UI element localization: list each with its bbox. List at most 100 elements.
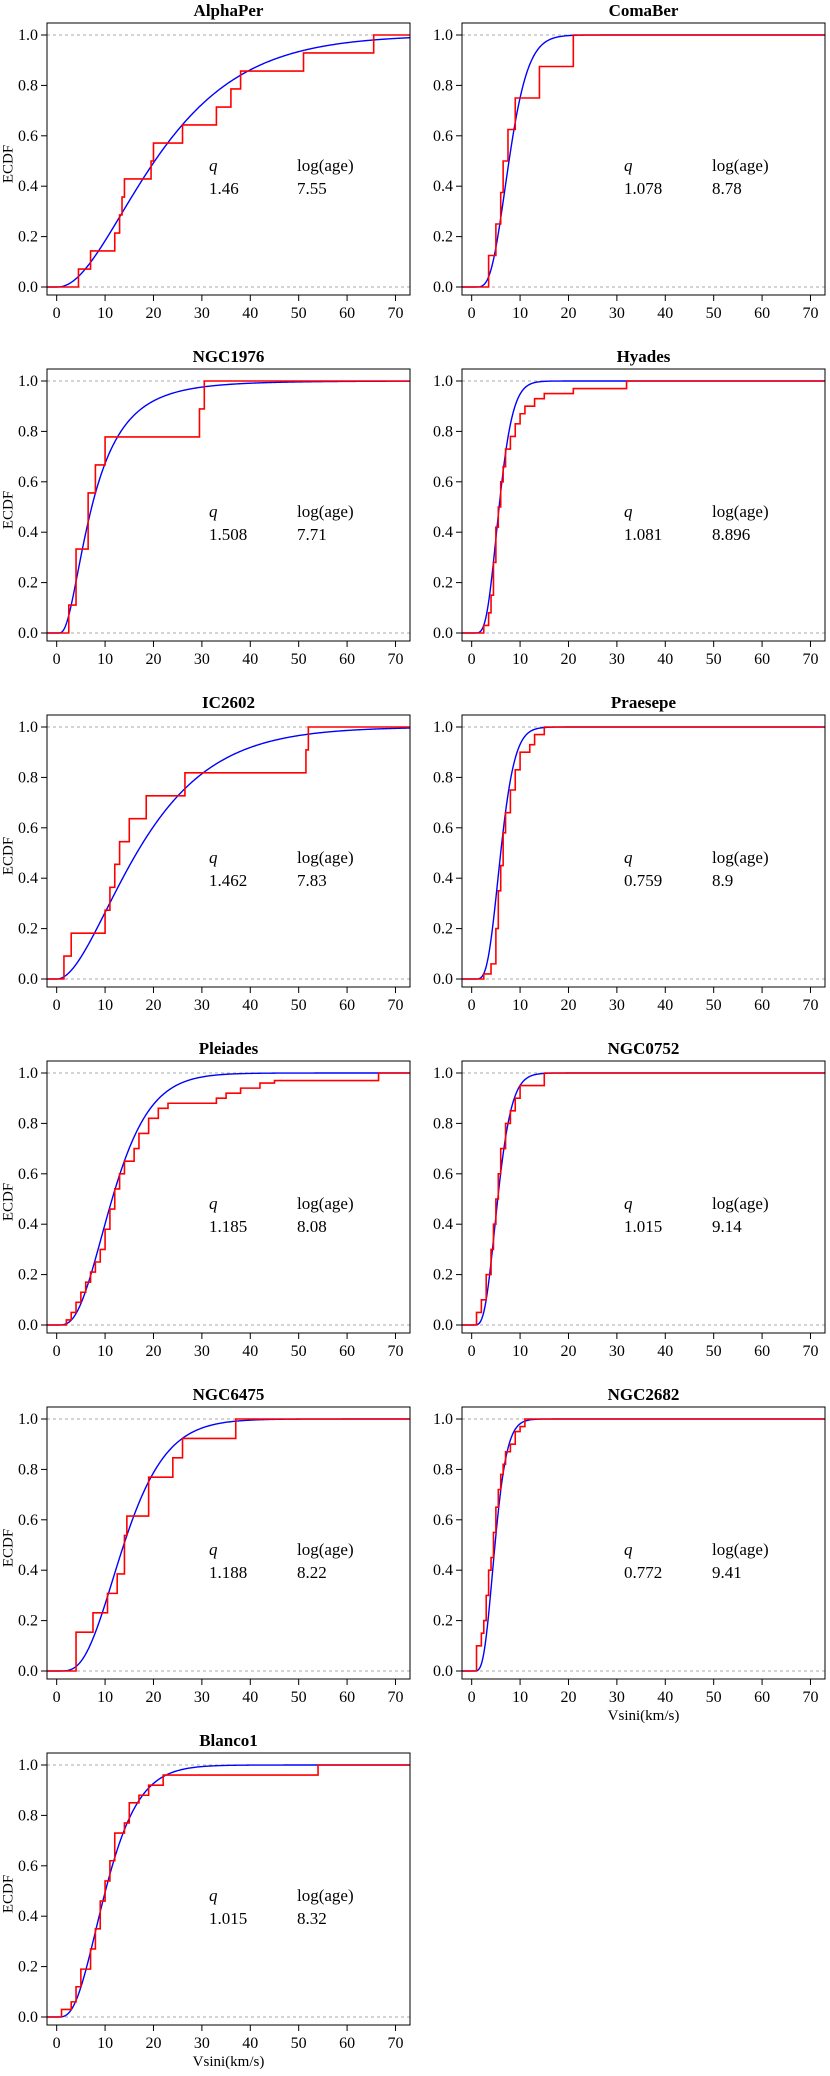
x-tick-label: 40	[242, 997, 258, 1014]
y-axis-label: ECDF	[0, 1529, 16, 1567]
y-tick-label: 0.6	[18, 1166, 38, 1183]
fit-curve	[462, 1072, 825, 1326]
y-axis-label: ECDF	[0, 837, 16, 875]
q-label: q	[209, 1886, 218, 1905]
panel-ngc2682: NGC2682 0 10 20 30 40 50 60 70 0.0 0.2 0.4 0.6 0.8 1.0…	[433, 1385, 826, 1724]
x-tick-label: 50	[706, 1343, 722, 1360]
q-value: 0.759	[624, 871, 662, 890]
log-age-value: 9.41	[712, 1563, 742, 1582]
y-tick-label: 0.4	[18, 1908, 38, 1925]
x-tick-label: 70	[387, 2035, 403, 2052]
y-axis-label: ECDF	[0, 1183, 16, 1221]
x-tick-label: 20	[560, 997, 576, 1014]
panel-ngc6475: NGC6475 0 10 20 30 40 50 60 70 0.0 0.2 0.4 0.6 0.8 1.0…	[0, 1385, 411, 1706]
y-tick-label: 0.8	[433, 423, 453, 440]
panel-title: Pleiades	[199, 1039, 259, 1058]
x-tick-label: 50	[706, 997, 722, 1014]
y-tick-label: 0.4	[433, 870, 453, 887]
x-tick-label: 30	[194, 1343, 210, 1360]
y-tick-label: 0.2	[18, 1267, 38, 1284]
y-tick-label: 1.0	[18, 373, 38, 390]
panel-ngc0752: NGC0752 0 10 20 30 40 50 60 70 0.0 0.2 0.4 0.6 0.8 1.0…	[433, 1039, 826, 1360]
y-tick-label: 0.8	[433, 769, 453, 786]
x-tick-label: 0	[468, 651, 476, 668]
log-age-label: log(age)	[297, 848, 354, 867]
x-tick-label: 10	[512, 997, 528, 1014]
y-tick-label: 0.0	[18, 279, 38, 296]
x-tick-label: 20	[145, 651, 161, 668]
x-tick-label: 30	[194, 1689, 210, 1706]
y-tick-label: 0.2	[18, 921, 38, 938]
x-tick-label: 10	[512, 305, 528, 322]
log-age-value: 8.08	[297, 1217, 327, 1236]
x-tick-label: 70	[387, 1689, 403, 1706]
x-tick-label: 50	[291, 651, 307, 668]
y-tick-label: 1.0	[433, 1411, 453, 1428]
y-tick-label: 0.2	[433, 229, 453, 246]
y-tick-label: 0.4	[18, 524, 38, 541]
x-tick-label: 50	[291, 997, 307, 1014]
x-tick-label: 0	[468, 997, 476, 1014]
y-tick-label: 0.4	[433, 178, 453, 195]
x-tick-label: 40	[242, 2035, 258, 2052]
ecdf-step	[462, 726, 825, 980]
panel-hyades: Hyades 0 10 20 30 40 50 60 70 0.0 0.2 0.4 0.6 0.8 1.0 q…	[433, 347, 826, 668]
y-tick-label: 0.6	[433, 1512, 453, 1529]
log-age-label: log(age)	[297, 156, 354, 175]
y-tick-label: 0.6	[18, 820, 38, 837]
x-tick-label: 10	[512, 1689, 528, 1706]
y-tick-label: 0.0	[18, 1317, 38, 1334]
log-age-label: log(age)	[712, 502, 769, 521]
x-tick-label: 0	[468, 305, 476, 322]
y-tick-label: 0.0	[18, 971, 38, 988]
y-tick-label: 1.0	[18, 27, 38, 44]
x-tick-label: 60	[339, 1689, 355, 1706]
x-tick-label: 10	[97, 305, 113, 322]
y-tick-label: 0.8	[18, 423, 38, 440]
log-age-value: 7.55	[297, 179, 327, 198]
x-tick-label: 50	[706, 305, 722, 322]
q-label: q	[209, 1194, 218, 1213]
x-tick-label: 10	[512, 651, 528, 668]
q-label: q	[209, 848, 218, 867]
y-tick-label: 0.2	[433, 921, 453, 938]
x-tick-label: 70	[802, 1343, 818, 1360]
panel-blanco1: Blanco1 0 10 20 30 40 50 60 70 0.0 0.2 0.4 0.6 0.8 1.0…	[0, 1731, 411, 2070]
plot-frame	[461, 22, 826, 296]
y-tick-label: 0.0	[18, 625, 38, 642]
x-axis-label: Vsini(km/s)	[193, 2054, 265, 2070]
y-tick-label: 0.8	[18, 1115, 38, 1132]
plot-frame	[46, 1406, 411, 1680]
x-tick-label: 30	[194, 305, 210, 322]
x-tick-label: 50	[291, 1689, 307, 1706]
q-value: 0.772	[624, 1563, 662, 1582]
y-tick-label: 0.4	[433, 524, 453, 541]
x-tick-label: 0	[53, 2035, 61, 2052]
x-tick-label: 0	[53, 305, 61, 322]
ecdf-step	[47, 34, 410, 288]
x-tick-label: 30	[609, 305, 625, 322]
x-tick-label: 40	[657, 997, 673, 1014]
panel-title: Praesepe	[611, 693, 677, 712]
y-axis-label: ECDF	[0, 491, 16, 529]
x-tick-label: 40	[242, 305, 258, 322]
x-tick-label: 50	[706, 651, 722, 668]
log-age-value: 8.78	[712, 179, 742, 198]
panel-title: ComaBer	[609, 1, 679, 20]
q-value: 1.462	[209, 871, 247, 890]
y-tick-label: 0.2	[433, 575, 453, 592]
plot-frame	[46, 368, 411, 642]
panel-praesepe: Praesepe 0 10 20 30 40 50 60 70 0.0 0.2 0.4 0.6 0.8 1.…	[433, 693, 826, 1014]
q-value: 1.015	[624, 1217, 662, 1236]
plot-frame	[461, 1406, 826, 1680]
x-tick-label: 60	[339, 2035, 355, 2052]
x-tick-label: 70	[802, 305, 818, 322]
panel-alphaper: AlphaPer 0 10 20 30 40 50 60 70 0.0 0.2 0.4 0.6 0.8 1.…	[0, 1, 411, 322]
y-tick-label: 0.0	[18, 1663, 38, 1680]
plot-frame	[46, 714, 411, 988]
plot-frame	[46, 1060, 411, 1334]
panel-title: AlphaPer	[194, 1, 264, 20]
x-tick-label: 0	[53, 1343, 61, 1360]
log-age-label: log(age)	[297, 1540, 354, 1559]
